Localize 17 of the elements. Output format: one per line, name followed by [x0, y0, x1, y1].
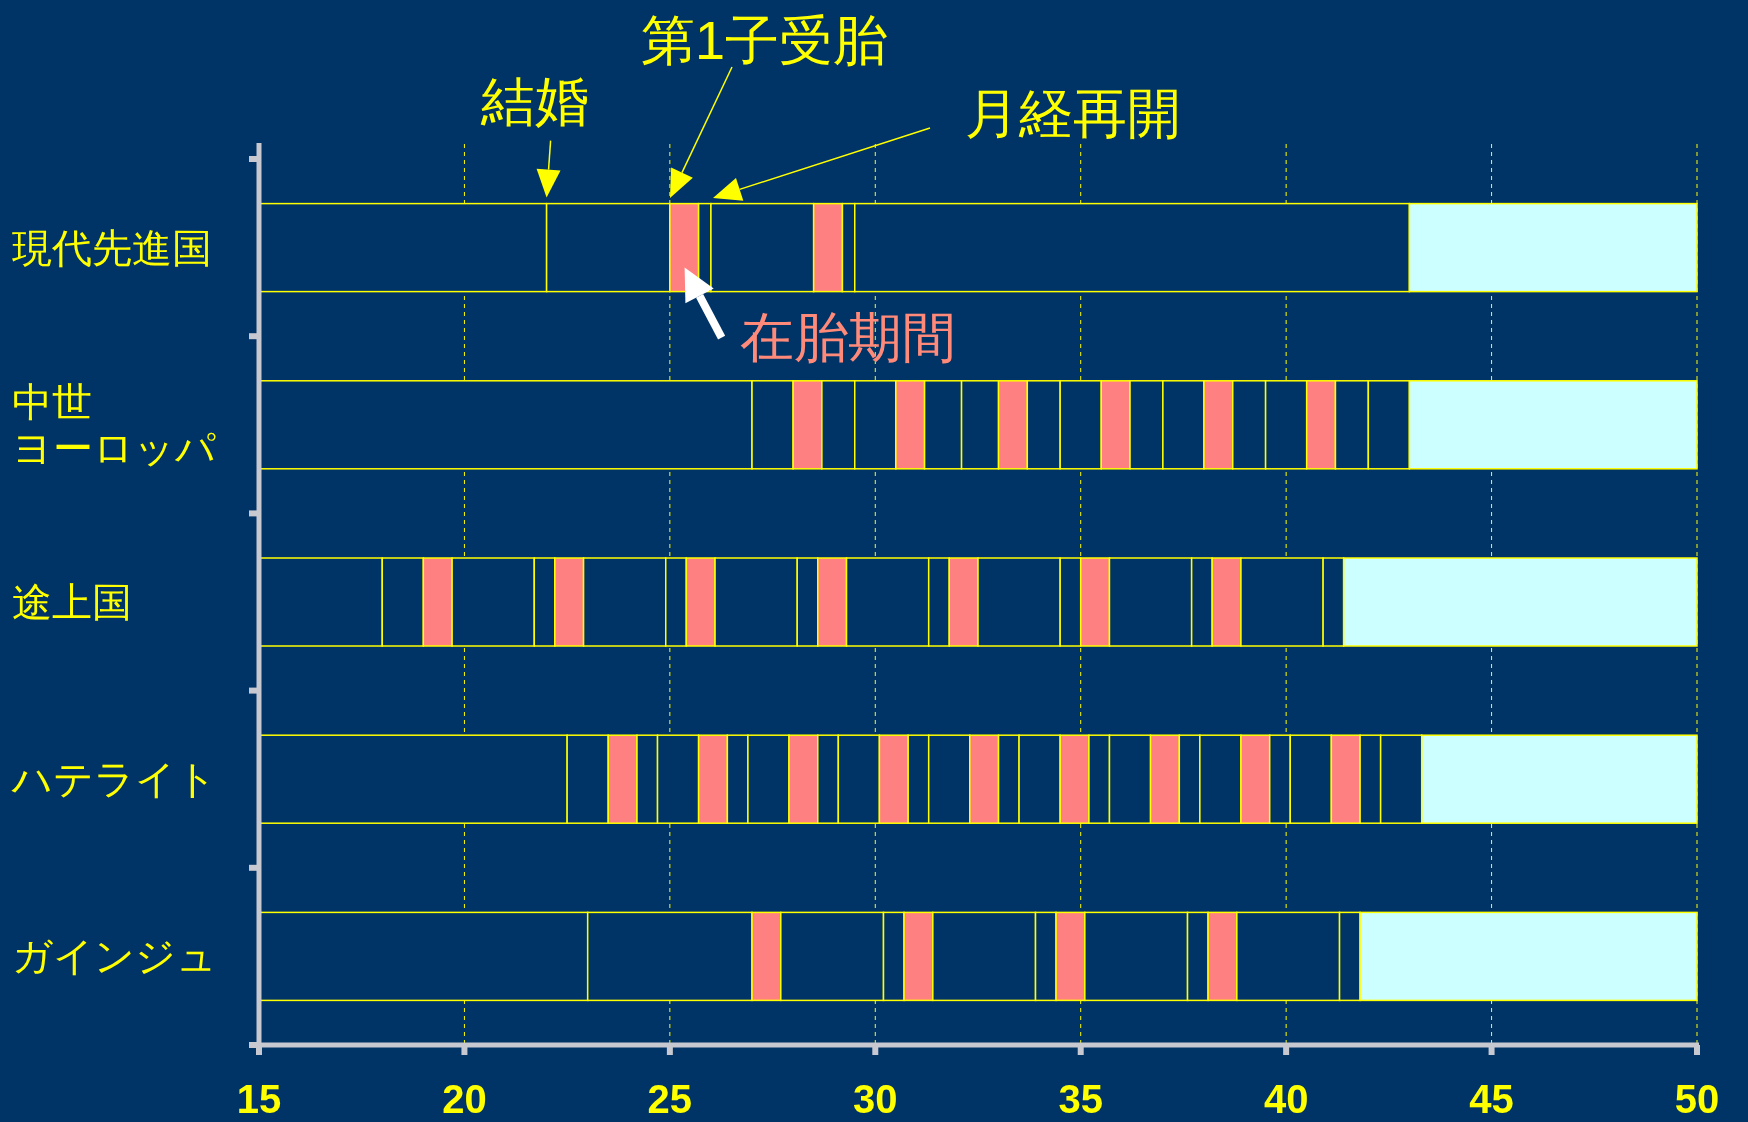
annotation: 結婚: [479, 70, 589, 131]
y-tick-label: ハテライト: [11, 757, 217, 802]
x-tick-label: 50: [1674, 1077, 1720, 1121]
annotation: 在胎期間: [684, 267, 956, 367]
y-tick-label: 途上国: [12, 580, 132, 624]
annotation: 在胎期間: [739, 306, 956, 367]
y-tick-label: ガインジュ: [12, 934, 217, 979]
x-tick-label: 45: [1469, 1077, 1514, 1121]
x-tick-label: 30: [853, 1077, 898, 1121]
x-tick-label: 40: [1263, 1077, 1309, 1121]
y-tick-label: 現代先進国: [12, 225, 212, 270]
y-tick-label: 中世ヨーロッパ: [12, 379, 216, 470]
x-tick-label: 35: [1058, 1077, 1103, 1121]
x-tick-label: 20: [442, 1077, 487, 1121]
x-tick-label: 15: [236, 1077, 282, 1121]
x-tick-label: 25: [647, 1077, 693, 1121]
annotation: 結婚: [480, 70, 589, 198]
